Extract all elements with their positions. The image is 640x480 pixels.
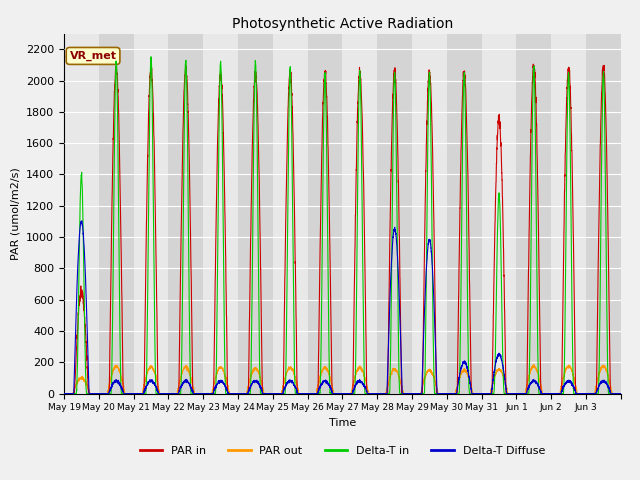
- Bar: [377, 34, 412, 394]
- Bar: [516, 34, 551, 394]
- Bar: [168, 34, 204, 394]
- Text: VR_met: VR_met: [70, 51, 116, 61]
- Bar: [551, 34, 586, 394]
- Bar: [238, 34, 273, 394]
- Bar: [447, 34, 481, 394]
- Bar: [99, 34, 134, 394]
- Y-axis label: PAR (umol/m2/s): PAR (umol/m2/s): [10, 167, 20, 260]
- X-axis label: Time: Time: [329, 418, 356, 428]
- Bar: [134, 34, 168, 394]
- Bar: [308, 34, 342, 394]
- Bar: [342, 34, 377, 394]
- Bar: [586, 34, 621, 394]
- Legend: PAR in, PAR out, Delta-T in, Delta-T Diffuse: PAR in, PAR out, Delta-T in, Delta-T Dif…: [136, 441, 549, 460]
- Bar: [204, 34, 238, 394]
- Bar: [481, 34, 516, 394]
- Title: Photosynthetic Active Radiation: Photosynthetic Active Radiation: [232, 17, 453, 31]
- Bar: [412, 34, 447, 394]
- Bar: [64, 34, 99, 394]
- Bar: [273, 34, 308, 394]
